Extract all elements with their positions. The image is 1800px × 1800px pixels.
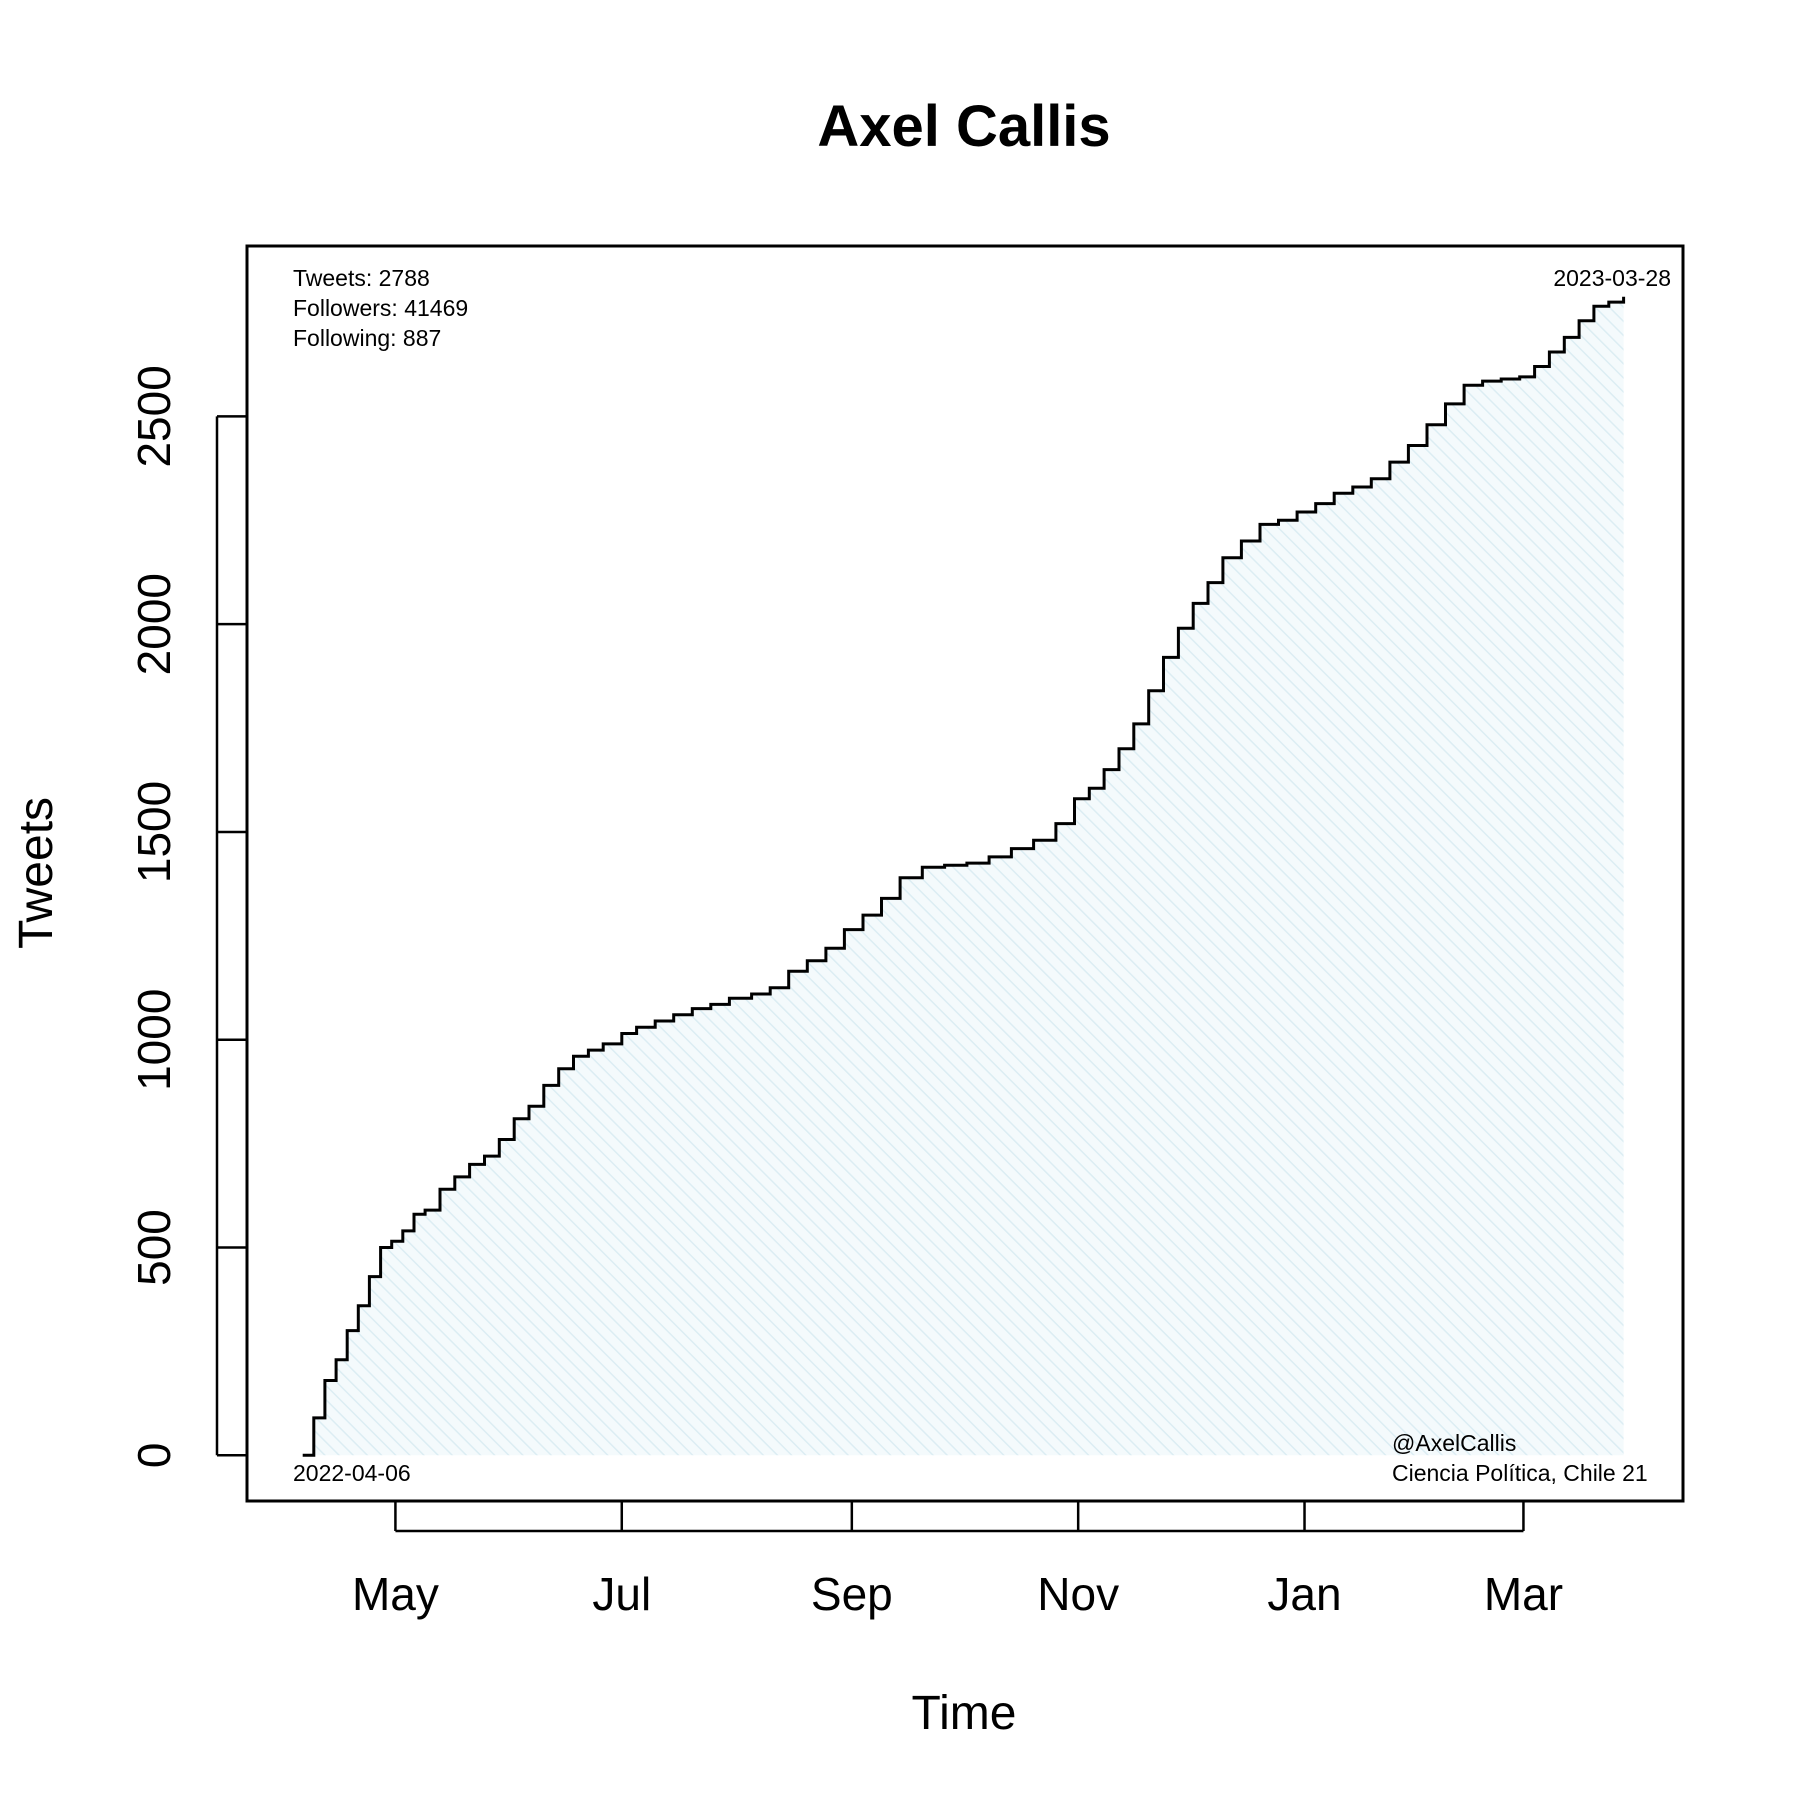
y-tick-label: 500 — [128, 1209, 180, 1286]
start-date-label: 2022-04-06 — [293, 1460, 411, 1486]
x-tick-label: May — [352, 1568, 439, 1620]
cumulative-area-fill — [302, 296, 1624, 1456]
x-axis-label: Time — [912, 1687, 1017, 1740]
x-axis: May Jul Sep Nov Jan Mar — [352, 1501, 1563, 1620]
y-tick-label: 0 — [128, 1442, 180, 1468]
x-tick-label: Mar — [1484, 1568, 1563, 1620]
plot-area — [302, 296, 1626, 1457]
end-date-label: 2023-03-28 — [1553, 265, 1671, 291]
y-axis-label: Tweets — [10, 797, 63, 949]
y-tick-label: 1500 — [128, 781, 180, 883]
x-tick-label: Jan — [1267, 1568, 1341, 1620]
y-axis: 0 500 1000 1500 2000 2500 — [128, 365, 247, 1468]
cumulative-tweets-line — [302, 296, 1626, 1457]
tweets-count-label: Tweets: 2788 — [293, 265, 430, 291]
x-tick-label: Nov — [1037, 1568, 1119, 1620]
followers-count-label: Followers: 41469 — [293, 295, 468, 321]
y-tick-label: 1000 — [128, 989, 180, 1091]
chart-title: Axel Callis — [817, 94, 1110, 159]
y-tick-label: 2500 — [128, 365, 180, 467]
x-tick-label: Jul — [592, 1568, 651, 1620]
plot-frame — [245, 244, 1685, 1503]
following-count-label: Following: 887 — [293, 325, 441, 351]
stats-annotation: Tweets: 2788 Followers: 41469 Following:… — [293, 265, 468, 351]
x-tick-label: Sep — [811, 1568, 893, 1620]
affiliation-label: Ciencia Política, Chile 21 — [1392, 1460, 1648, 1486]
handle-label: @AxelCallis — [1392, 1430, 1516, 1456]
y-tick-label: 2000 — [128, 573, 180, 675]
